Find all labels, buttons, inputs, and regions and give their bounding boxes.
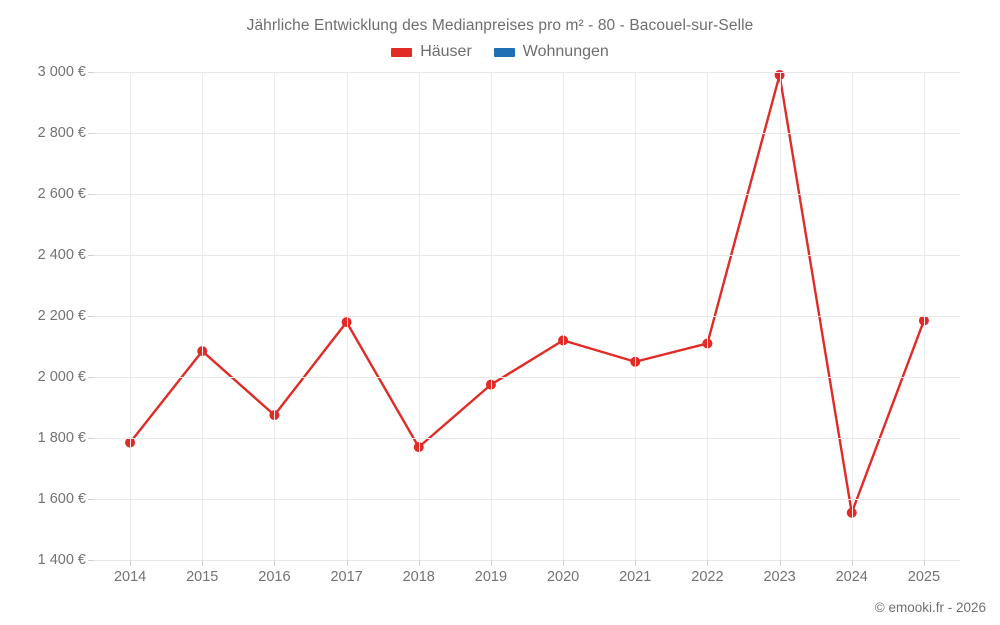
gridline-horizontal [94,72,960,73]
y-axis-tickmark [88,255,94,256]
y-axis-tick-label: 2 600 € [37,186,86,202]
x-axis-tick-label: 2021 [619,569,652,585]
chart-legend: Häuser Wohnungen [0,43,1000,61]
x-axis-tick-label: 2018 [402,569,435,585]
legend-swatch-wohnungen [493,47,515,57]
x-axis-tickmark [202,560,204,566]
y-axis-tickmark [88,377,94,378]
x-axis-tick-label: 2016 [258,569,291,585]
y-axis-tick-label: 3 000 € [37,64,86,80]
gridline-horizontal [94,316,960,317]
x-axis-tickmark [635,560,637,566]
x-axis-tick-label: 2023 [763,569,796,585]
x-axis-tickmark [274,560,276,566]
y-axis-tick-label: 2 200 € [37,308,86,324]
gridline-horizontal [94,560,960,561]
gridline-horizontal [94,133,960,134]
gridline-vertical [274,72,276,560]
y-axis-tickmark [88,499,94,500]
x-axis-tickmark [851,560,853,566]
gridline-horizontal [94,377,960,378]
legend-swatch-hauser [391,47,413,57]
gridline-vertical [346,72,348,560]
gridline-horizontal [94,194,960,195]
series-line-häuser [128,73,926,514]
y-axis-tick-label: 2 400 € [37,247,86,263]
gridline-vertical [490,72,492,560]
gridline-vertical [130,72,132,560]
plot-area [94,70,960,561]
legend-item-wohnungen[interactable]: Wohnungen [493,43,609,61]
x-axis-tick-label: 2020 [546,569,580,585]
chart-title: Jährliche Entwicklung des Medianpreises … [246,17,754,34]
legend-label-wohnungen: Wohnungen [522,43,609,60]
x-axis-tick-label: 2024 [835,569,868,585]
gridline-vertical [563,72,565,560]
y-axis-tickmarks [0,72,94,561]
y-axis-tick-label: 2 800 € [37,125,86,141]
gridline-vertical [707,72,709,560]
y-axis-tickmark [88,133,94,134]
y-axis-tick-label: 1 800 € [37,430,86,446]
gridline-vertical [635,72,637,560]
legend-label-hauser: Häuser [420,43,472,60]
gridline-vertical [202,72,204,560]
x-axis-tickmark [923,560,925,566]
y-axis-tick-label: 2 000 € [37,369,86,385]
x-axis-tick-label: 2022 [691,569,724,585]
x-axis-tickmark [490,560,492,566]
x-axis: 2014 2015 2016 2017 2018 2019 2020 2021 2022 2023… [94,560,960,594]
gridline-vertical [923,72,925,560]
series-layer [125,70,929,518]
x-axis-tickmark [130,560,132,566]
gridline-horizontal [94,499,960,500]
x-axis-tick-label: 2019 [474,569,508,585]
x-axis-tick-label: 2017 [330,569,363,585]
x-axis-tick-label: 2014 [113,569,147,585]
x-axis-tickmark [707,560,709,566]
footer-credit: © emooki.fr - 2026 [874,600,986,615]
x-axis-tickmark [346,560,348,566]
y-axis-tickmark [88,72,94,73]
gridline-vertical [851,72,853,560]
y-axis: 1 400 € 1 600 € 1 800 € 2 000 € 2 200 € 2 400… [0,64,86,568]
gridline-horizontal [94,438,960,439]
gridline-horizontal [94,255,960,256]
y-axis-tickmark [88,316,94,317]
x-axis-tickmark [418,560,420,566]
y-axis-tickmark [88,560,94,561]
gridline-vertical [418,72,420,560]
y-axis-tickmark [88,194,94,195]
y-axis-tick-label: 1 600 € [37,491,86,507]
x-axis-tickmark [779,560,781,566]
y-axis-tickmark [88,438,94,439]
gridline-vertical [779,72,781,560]
x-axis-tick-label: 2015 [186,569,219,585]
x-axis-tick-label: 2025 [907,569,941,585]
x-axis-tickmark [563,560,565,566]
y-axis-tick-label: 1 400 € [37,552,86,568]
legend-item-hauser[interactable]: Häuser [391,43,472,61]
